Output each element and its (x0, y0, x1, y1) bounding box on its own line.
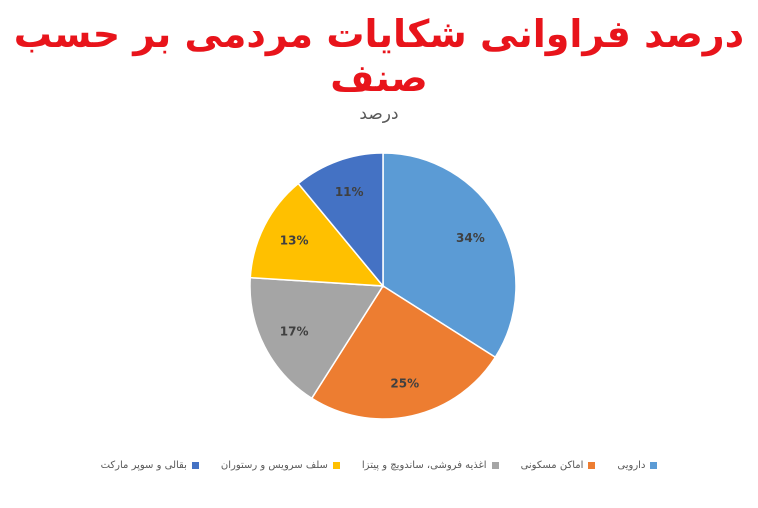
data-label: 17% (280, 324, 309, 338)
legend-label: دارویی (617, 460, 646, 471)
legend-swatch (191, 462, 199, 469)
data-label: 11% (335, 185, 364, 199)
legend-swatch (491, 462, 499, 469)
legend-swatch (332, 462, 340, 469)
legend-item: اغذیه فروشی، ساندویچ و پیتزا (362, 460, 499, 471)
pie-slice (249, 182, 385, 287)
legend-item: سلف سرویس و رستوران (221, 460, 340, 471)
legend: دارویی اماکن مسکونی اغذیه فروشی، ساندویچ و… (0, 460, 758, 471)
legend-swatch (588, 462, 596, 469)
pie-slice (382, 152, 517, 359)
pie-slice (310, 284, 497, 420)
legend-item: دارویی (617, 460, 658, 471)
legend-item: بقالی و سوپر مارکت (101, 460, 199, 471)
data-label: 25% (390, 376, 419, 390)
legend-label: اغذیه فروشی، ساندویچ و پیتزا (361, 460, 487, 471)
data-label: 34% (456, 231, 485, 245)
pie-slice (249, 276, 385, 400)
page-title: درصد فراوانی شکایات مردمی بر حسب صنف (13, 12, 745, 100)
legend-item: اماکن مسکونی (521, 460, 596, 471)
chart-title: درصد (359, 104, 399, 124)
legend-label: بقالی و سوپر مارکت (100, 460, 187, 471)
legend-label: اماکن مسکونی (520, 460, 584, 471)
pie-slice (297, 152, 384, 289)
legend-swatch (650, 462, 658, 469)
data-label: 13% (280, 234, 309, 248)
legend-label: سلف سرویس و رستوران (220, 460, 328, 471)
